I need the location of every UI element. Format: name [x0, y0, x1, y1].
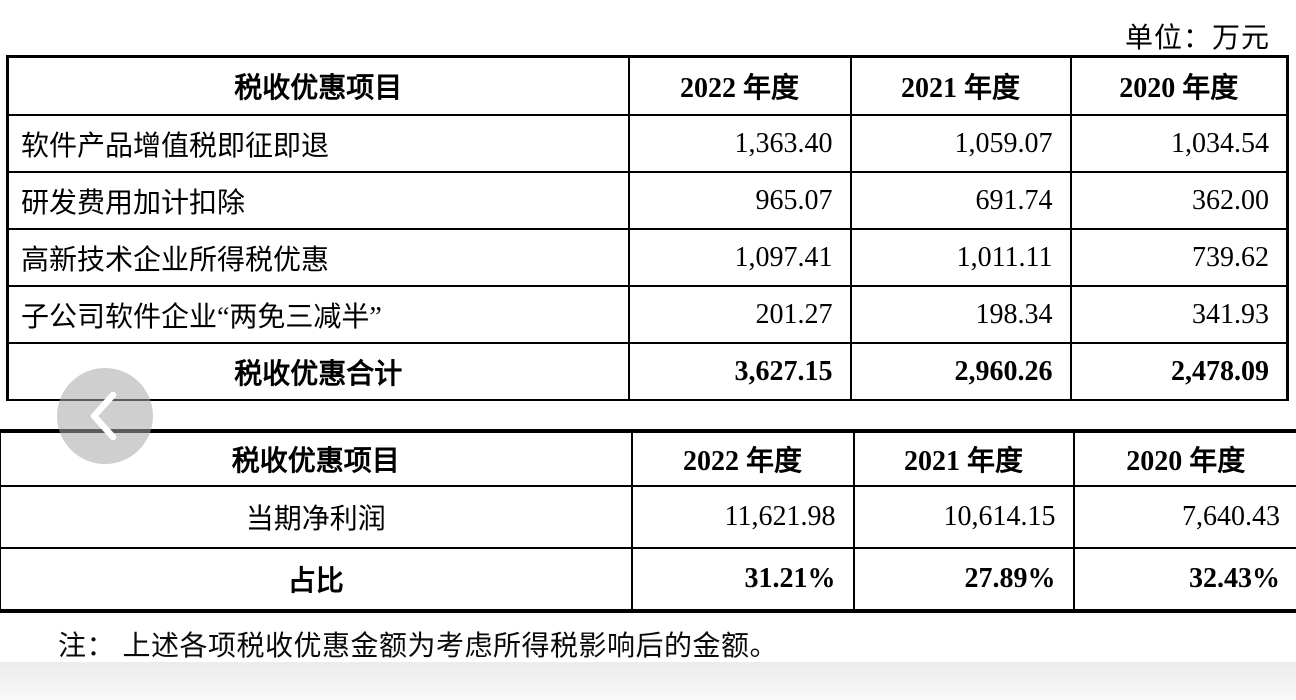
table-row: 高新技术企业所得税优惠 1,097.41 1,011.11 739.62 — [6, 228, 1289, 287]
header-row: 税收优惠项目 2022 年度 2021 年度 2020 年度 — [0, 430, 1296, 487]
table-row: 子公司软件企业“两免三减半” 201.27 198.34 341.93 — [6, 285, 1289, 344]
value-cell: 1,011.11 — [849, 228, 1072, 287]
value-cell: 27.89% — [852, 547, 1075, 612]
value-cell: 3,627.15 — [627, 342, 852, 401]
tax-benefit-table: 税收优惠项目 2022 年度 2021 年度 2020 年度 软件产品增值税即征即退 1… — [6, 55, 1289, 401]
header-cell: 2020 年度 — [1069, 55, 1289, 116]
footnote: 注： 上述各项税收优惠金额为考虑所得税影响后的金额。 — [58, 631, 779, 662]
value-cell: 10,614.15 — [852, 485, 1075, 549]
table-row: 软件产品增值税即征即退 1,363.40 1,059.07 1,034.54 — [6, 114, 1289, 173]
header-cell: 2022 年度 — [630, 430, 855, 487]
row-label-cell: 研发费用加计扣除 — [6, 171, 630, 230]
header-cell: 2021 年度 — [849, 55, 1072, 116]
table-row: 税收优惠合计 3,627.15 2,960.26 2,478.09 — [6, 342, 1289, 401]
value-cell: 201.27 — [627, 285, 852, 344]
value-cell: 2,478.09 — [1069, 342, 1289, 401]
header-cell: 2022 年度 — [627, 55, 852, 116]
row-label-cell: 软件产品增值税即征即退 — [6, 114, 630, 173]
value-cell: 739.62 — [1069, 228, 1289, 287]
value-cell: 362.00 — [1069, 171, 1289, 230]
table-header-row: 税收优惠项目 2022 年度 2021 年度 2020 年度 — [6, 55, 1289, 116]
value-cell: 965.07 — [627, 171, 852, 230]
value-cell: 32.43% — [1072, 547, 1296, 612]
value-cell: 2,960.26 — [849, 342, 1072, 401]
row-label-cell: 高新技术企业所得税优惠 — [6, 228, 630, 287]
value-cell: 1,363.40 — [627, 114, 852, 173]
chevron-left-icon — [90, 391, 117, 441]
table-row: 占比 31.21% 27.89% 32.43% — [0, 547, 1296, 612]
row-label-cell: 子公司软件企业“两免三减半” — [6, 285, 630, 344]
header-row: 税收优惠项目 2022 年度 2021 年度 2020 年度 — [6, 55, 1289, 116]
value-cell: 198.34 — [849, 285, 1072, 344]
header-cell: 2020 年度 — [1072, 430, 1296, 487]
value-cell: 11,621.98 — [630, 485, 855, 549]
value-cell: 1,059.07 — [849, 114, 1072, 173]
unit-label: 单位：万元 — [1124, 23, 1270, 54]
table-header-row: 税收优惠项目 2022 年度 2021 年度 2020 年度 — [0, 430, 1296, 487]
row-label-cell: 当期净利润 — [0, 485, 633, 549]
row-label-cell: 占比 — [0, 547, 633, 612]
value-cell: 31.21% — [630, 547, 855, 612]
value-cell: 1,034.54 — [1069, 114, 1289, 173]
carousel-prev-button[interactable] — [57, 368, 153, 464]
header-cell: 2021 年度 — [852, 430, 1075, 487]
table-row: 当期净利润 11,621.98 10,614.15 7,640.43 — [0, 485, 1296, 549]
table-row: 研发费用加计扣除 965.07 691.74 362.00 — [6, 171, 1289, 230]
value-cell: 7,640.43 — [1072, 485, 1296, 549]
value-cell: 691.74 — [849, 171, 1072, 230]
value-cell: 341.93 — [1069, 285, 1289, 344]
header-cell: 税收优惠项目 — [6, 55, 630, 116]
bottom-strip — [0, 662, 1296, 700]
value-cell: 1,097.41 — [627, 228, 852, 287]
net-profit-ratio-table: 税收优惠项目 2022 年度 2021 年度 2020 年度 当期净利润 11,621.… — [0, 429, 1296, 613]
